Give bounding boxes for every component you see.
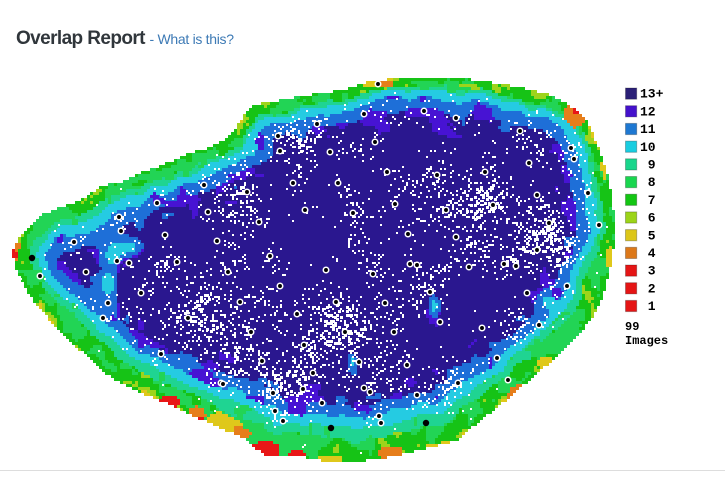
svg-text:11: 11 <box>640 122 656 137</box>
svg-text:12: 12 <box>640 104 656 119</box>
svg-text:2: 2 <box>640 281 656 296</box>
svg-text:6: 6 <box>640 211 656 226</box>
svg-text:1: 1 <box>640 299 656 314</box>
svg-text:13+: 13+ <box>640 87 664 102</box>
svg-text:Images: Images <box>625 334 668 348</box>
svg-text:7: 7 <box>640 193 656 208</box>
svg-text:10: 10 <box>640 140 656 155</box>
svg-text:3: 3 <box>640 264 656 279</box>
svg-text:4: 4 <box>640 246 656 261</box>
svg-text:5: 5 <box>640 228 656 243</box>
svg-text:9: 9 <box>640 158 656 173</box>
svg-text:99: 99 <box>625 320 639 334</box>
svg-text:8: 8 <box>640 175 656 190</box>
